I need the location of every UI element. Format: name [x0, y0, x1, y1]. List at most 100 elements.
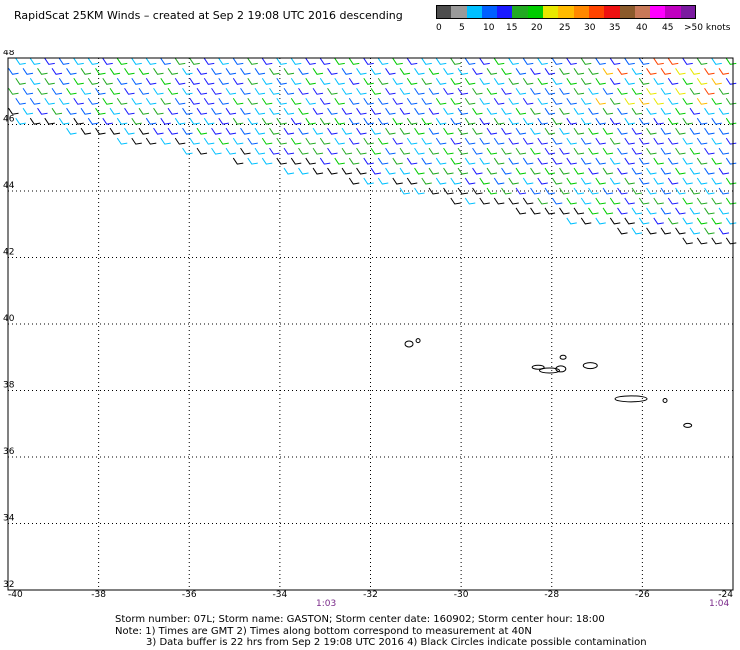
wind-barb	[414, 107, 425, 115]
wind-barb	[551, 177, 563, 185]
wind-barb	[522, 177, 534, 185]
wind-barb	[624, 177, 635, 185]
wind-barb	[580, 177, 592, 185]
wind-barb	[319, 97, 331, 105]
wind-barb	[493, 197, 505, 205]
wind-barb	[646, 147, 657, 155]
wind-barb	[573, 107, 585, 115]
wind-barb	[240, 147, 251, 155]
wind-barb	[421, 58, 432, 65]
wind-barb	[544, 147, 556, 155]
wind-barb	[696, 197, 708, 205]
wind-barb	[319, 117, 331, 125]
lon-tick-label: -28	[544, 590, 559, 600]
wind-barb	[660, 87, 672, 95]
wind-barb	[73, 77, 84, 85]
wind-barb	[711, 77, 722, 85]
wind-barb	[428, 68, 440, 75]
wind-barb	[617, 167, 628, 175]
wind-barb	[457, 87, 469, 95]
wind-barb	[218, 77, 229, 85]
wind-barb	[631, 147, 643, 155]
colorbar-swatch	[665, 5, 682, 19]
wind-barb	[704, 87, 715, 95]
wind-barb	[631, 68, 643, 75]
wind-barb	[602, 207, 614, 215]
wind-barb	[508, 58, 519, 65]
colorbar-swatch	[451, 5, 468, 19]
wind-barb	[617, 187, 628, 195]
wind-barb	[725, 237, 737, 245]
wind-barb	[624, 77, 635, 85]
wind-barb	[711, 137, 722, 145]
wind-barb	[667, 217, 679, 225]
wind-barb	[66, 68, 77, 75]
wind-barb	[660, 207, 672, 215]
wind-barb	[559, 107, 570, 115]
wind-barb	[334, 157, 345, 165]
wind-barb	[653, 117, 664, 125]
wind-barb	[428, 167, 440, 175]
wind-barb	[428, 107, 440, 115]
wind-barb	[138, 87, 150, 95]
wind-barb	[682, 157, 693, 165]
wind-barb	[566, 197, 577, 205]
wind-barb	[689, 167, 701, 175]
colorbar-swatch	[512, 5, 529, 19]
wind-barb	[399, 187, 411, 195]
wind-barb	[667, 58, 679, 65]
wind-barb	[283, 68, 295, 75]
wind-barb	[348, 97, 360, 105]
wind-barb	[334, 58, 345, 65]
wind-barb	[551, 137, 563, 145]
wind-barb	[131, 137, 142, 145]
wind-barb	[261, 77, 273, 85]
wind-barb	[508, 177, 519, 185]
island-coastline	[662, 397, 668, 403]
wind-barb	[486, 167, 498, 175]
wind-barb	[588, 207, 599, 215]
wind-barb	[479, 137, 490, 145]
wind-barb	[182, 68, 193, 75]
wind-barb	[80, 87, 92, 95]
wind-barb	[638, 177, 650, 185]
wind-barb	[566, 77, 577, 85]
wind-barb	[464, 77, 476, 85]
wind-barb	[341, 107, 353, 115]
wind-barb	[399, 107, 411, 115]
wind-barb	[377, 137, 389, 145]
wind-barb	[51, 68, 63, 75]
wind-barb	[203, 117, 215, 125]
wind-barb	[501, 127, 512, 135]
wind-barb	[696, 77, 708, 85]
wind-barb	[515, 167, 527, 175]
wind-barb	[718, 187, 730, 195]
wind-barb	[704, 68, 715, 75]
wind-barb	[580, 157, 592, 165]
wind-barb	[675, 87, 686, 95]
wind-barb	[704, 187, 715, 195]
wind-barb	[725, 157, 737, 165]
island-coastline	[683, 422, 693, 428]
wind-barb	[602, 68, 614, 75]
wind-barb	[530, 207, 541, 215]
wind-barb	[624, 97, 635, 105]
wind-barb	[682, 177, 693, 185]
wind-barb	[638, 157, 650, 165]
wind-barb	[283, 107, 295, 115]
wind-barb	[711, 58, 722, 65]
wind-barb	[559, 127, 570, 135]
wind-barb	[718, 68, 730, 75]
wind-barb	[566, 177, 577, 185]
wind-barb	[631, 87, 643, 95]
wind-barb	[486, 107, 498, 115]
wind-barb	[617, 87, 628, 95]
wind-barb	[435, 177, 447, 185]
wind-barb	[682, 237, 693, 245]
wind-barb	[399, 167, 411, 175]
wind-barb	[493, 58, 505, 65]
wind-barb	[689, 187, 701, 195]
wind-barb	[290, 117, 302, 125]
wind-barb	[348, 177, 360, 185]
lat-tick-label: 42	[3, 248, 14, 258]
